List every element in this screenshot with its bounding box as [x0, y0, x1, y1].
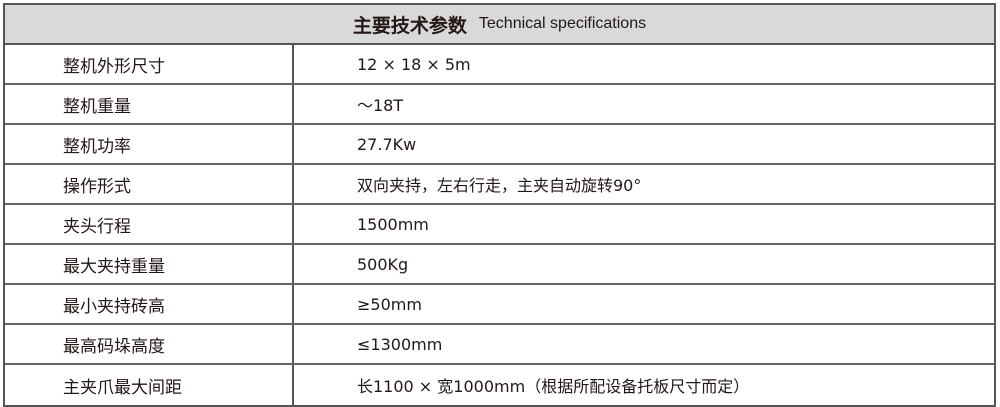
spec-value: 500Kg [357, 254, 409, 274]
table-row: 最小夹持砖高 ≥50mm [5, 285, 994, 325]
spec-label: 最大夹持重量 [5, 245, 294, 283]
title-en: Technical specifications [478, 15, 647, 32]
table-row: 整机外形尺寸 12 × 18 × 5m [5, 45, 994, 85]
table-row: 最高码垛高度 ≤1300mm [5, 325, 994, 365]
spec-value: ≥50mm [357, 294, 422, 314]
table-row: 整机功率 27.7Kw [5, 125, 994, 165]
spec-value: 1500mm [357, 214, 429, 234]
spec-label: 整机重量 [5, 85, 294, 123]
spec-label: 最高码垛高度 [5, 325, 294, 363]
table-row: 主夹爪最大间距 长1100 × 宽1000mm（根据所配设备托板尺寸而定） [5, 365, 994, 405]
spec-value: 长1100 × 宽1000mm（根据所配设备托板尺寸而定） [357, 377, 750, 396]
spec-value: 12 × 18 × 5m [357, 54, 471, 74]
spec-label: 最小夹持砖高 [5, 285, 294, 323]
title-cn: 主要技术参数 [352, 14, 467, 37]
spec-label: 整机外形尺寸 [5, 45, 294, 83]
table-row: 整机重量 ～18T [5, 85, 994, 125]
spec-label: 主夹爪最大间距 [5, 365, 294, 405]
table-row: 最大夹持重量 500Kg [5, 245, 994, 285]
spec-value: ≤1300mm [357, 334, 443, 354]
spec-table: 主要技术参数 Technical specifications 整机外形尺寸 12… [3, 3, 996, 407]
spec-label: 夹头行程 [5, 205, 294, 243]
table-row: 操作形式 双向夹持，左右行走，主夹自动旋转90° [5, 165, 994, 205]
spec-value: 27.7Kw [357, 134, 417, 154]
table-row: 夹头行程 1500mm [5, 205, 994, 245]
table-header: 主要技术参数 Technical specifications [5, 5, 994, 45]
spec-label: 整机功率 [5, 125, 294, 163]
spec-value: ～18T [357, 96, 404, 115]
spec-label: 操作形式 [5, 165, 294, 203]
spec-value: 双向夹持，左右行走，主夹自动旋转90° [357, 176, 642, 195]
